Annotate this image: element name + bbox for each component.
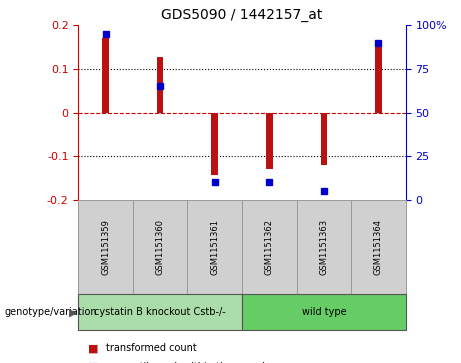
Text: GSM1151360: GSM1151360 [156, 219, 165, 275]
Bar [266, 113, 272, 169]
Text: ■: ■ [88, 362, 98, 363]
Bar [212, 113, 218, 175]
Text: GSM1151363: GSM1151363 [319, 219, 328, 275]
Title: GDS5090 / 1442157_at: GDS5090 / 1442157_at [161, 8, 323, 22]
Text: ▶: ▶ [69, 307, 77, 317]
Text: GSM1151361: GSM1151361 [210, 219, 219, 275]
Text: genotype/variation: genotype/variation [5, 307, 97, 317]
Bar [157, 57, 164, 113]
Text: cystatin B knockout Cstb-/-: cystatin B knockout Cstb-/- [95, 307, 226, 317]
Text: transformed count: transformed count [106, 343, 197, 354]
Text: ■: ■ [88, 343, 98, 354]
Bar [320, 113, 327, 165]
Text: GSM1151364: GSM1151364 [374, 219, 383, 275]
Text: wild type: wild type [301, 307, 346, 317]
Text: GSM1151359: GSM1151359 [101, 219, 110, 275]
Bar [102, 38, 109, 113]
Text: percentile rank within the sample: percentile rank within the sample [106, 362, 271, 363]
Text: GSM1151362: GSM1151362 [265, 219, 274, 275]
Bar [375, 43, 382, 113]
